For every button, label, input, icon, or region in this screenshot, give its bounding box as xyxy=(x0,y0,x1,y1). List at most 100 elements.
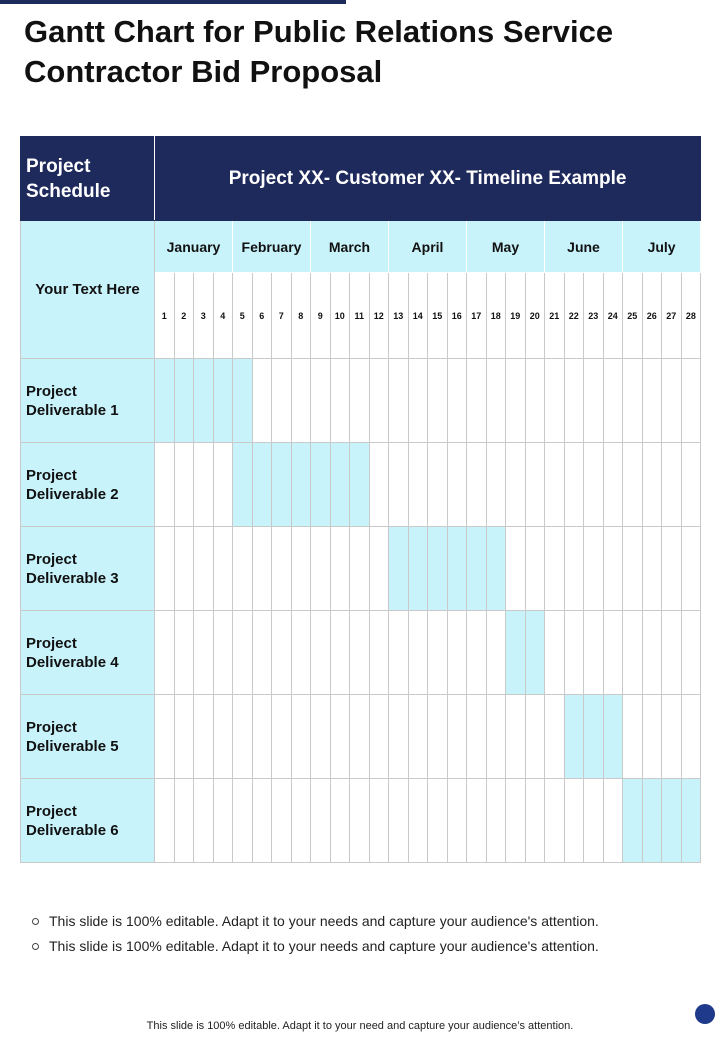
week-number: 14 xyxy=(407,272,428,359)
gantt-bar-cell xyxy=(329,442,350,527)
gantt-empty-cell xyxy=(622,694,643,779)
timeline-title: Project XX- Customer XX- Timeline Exampl… xyxy=(153,136,702,221)
gantt-empty-cell xyxy=(505,358,526,443)
month-header-february: February xyxy=(232,220,311,273)
gantt-empty-cell xyxy=(407,610,428,695)
project-schedule-label: Project Schedule xyxy=(20,136,155,221)
gantt-empty-cell xyxy=(563,526,584,611)
gantt-empty-cell xyxy=(563,442,584,527)
week-number: 11 xyxy=(349,272,370,359)
week-number: 25 xyxy=(622,272,643,359)
gantt-empty-cell xyxy=(310,610,331,695)
week-number: 8 xyxy=(290,272,311,359)
week-number: 13 xyxy=(388,272,409,359)
gantt-empty-cell xyxy=(446,358,467,443)
gantt-empty-cell xyxy=(641,442,662,527)
gantt-bar-cell xyxy=(466,526,487,611)
month-header-january: January xyxy=(154,220,233,273)
gantt-empty-cell xyxy=(154,442,175,527)
months-row: Your Text Here January February March April M… xyxy=(20,220,702,359)
gantt-empty-cell xyxy=(193,442,214,527)
gantt-empty-cell xyxy=(154,526,175,611)
gantt-empty-cell xyxy=(407,778,428,863)
gantt-empty-cell xyxy=(329,610,350,695)
week-number: 12 xyxy=(368,272,389,359)
gantt-empty-cell xyxy=(680,694,702,779)
week-number: 19 xyxy=(505,272,526,359)
gantt-empty-cell xyxy=(563,358,584,443)
gantt-empty-cell xyxy=(173,778,194,863)
gantt-empty-cell xyxy=(251,778,272,863)
gantt-empty-cell xyxy=(583,778,604,863)
gantt-empty-cell xyxy=(680,442,702,527)
gantt-empty-cell xyxy=(622,442,643,527)
gantt-empty-cell xyxy=(368,442,389,527)
gantt-bar-cell xyxy=(349,442,370,527)
gantt-empty-cell xyxy=(232,610,253,695)
gantt-empty-cell xyxy=(173,610,194,695)
gantt-empty-cell xyxy=(251,526,272,611)
gantt-empty-cell xyxy=(622,526,643,611)
deliverable-label: Project Deliverable 3 xyxy=(20,526,155,611)
gantt-empty-cell xyxy=(602,358,623,443)
gantt-bar-cell xyxy=(193,358,214,443)
gantt-empty-cell xyxy=(349,610,370,695)
week-number: 2 xyxy=(173,272,194,359)
gantt-empty-cell xyxy=(466,610,487,695)
gantt-bar-cell xyxy=(310,442,331,527)
gantt-bar-cell xyxy=(485,526,506,611)
deliverable-label: Project Deliverable 6 xyxy=(20,778,155,863)
week-number: 9 xyxy=(310,272,331,359)
gantt-empty-cell xyxy=(661,526,682,611)
deliverable-row: Project Deliverable 4 xyxy=(20,610,702,695)
gantt-empty-cell xyxy=(232,526,253,611)
deliverable-row: Project Deliverable 3 xyxy=(20,526,702,611)
note-text: This slide is 100% editable. Adapt it to… xyxy=(49,913,599,929)
gantt-empty-cell xyxy=(310,778,331,863)
gantt-empty-cell xyxy=(154,610,175,695)
gantt-empty-cell xyxy=(232,694,253,779)
gantt-empty-cell xyxy=(193,526,214,611)
gantt-empty-cell xyxy=(329,778,350,863)
gantt-empty-cell xyxy=(544,442,565,527)
gantt-empty-cell xyxy=(251,694,272,779)
gantt-empty-cell xyxy=(427,358,448,443)
gantt-empty-cell xyxy=(310,358,331,443)
gantt-bar-cell xyxy=(524,610,545,695)
gantt-bar-cell xyxy=(212,358,233,443)
week-number: 16 xyxy=(446,272,467,359)
gantt-bar-cell xyxy=(232,442,253,527)
gantt-empty-cell xyxy=(310,526,331,611)
gantt-empty-cell xyxy=(602,526,623,611)
gantt-empty-cell xyxy=(446,694,467,779)
gantt-empty-cell xyxy=(563,610,584,695)
month-header-june: June xyxy=(544,220,623,273)
gantt-bar-cell xyxy=(563,694,584,779)
gantt-bar-cell xyxy=(622,778,643,863)
deliverable-label: Project Deliverable 4 xyxy=(20,610,155,695)
gantt-empty-cell xyxy=(349,778,370,863)
gantt-empty-cell xyxy=(173,694,194,779)
gantt-empty-cell xyxy=(583,358,604,443)
gantt-bar-cell xyxy=(290,442,311,527)
gantt-bar-cell xyxy=(661,778,682,863)
gantt-empty-cell xyxy=(271,778,292,863)
gantt-empty-cell xyxy=(466,358,487,443)
gantt-empty-cell xyxy=(388,610,409,695)
gantt-empty-cell xyxy=(173,526,194,611)
gantt-empty-cell xyxy=(661,442,682,527)
week-number: 3 xyxy=(193,272,214,359)
gantt-empty-cell xyxy=(446,778,467,863)
week-number: 1 xyxy=(154,272,175,359)
bullet-icon xyxy=(32,942,39,950)
gantt-empty-cell xyxy=(563,778,584,863)
gantt-empty-cell xyxy=(212,778,233,863)
gantt-empty-cell xyxy=(641,358,662,443)
week-number: 18 xyxy=(485,272,506,359)
month-header-march: March xyxy=(310,220,389,273)
gantt-empty-cell xyxy=(661,610,682,695)
bullet-icon xyxy=(32,917,39,925)
gantt-empty-cell xyxy=(388,778,409,863)
gantt-empty-cell xyxy=(544,610,565,695)
gantt-empty-cell xyxy=(466,778,487,863)
